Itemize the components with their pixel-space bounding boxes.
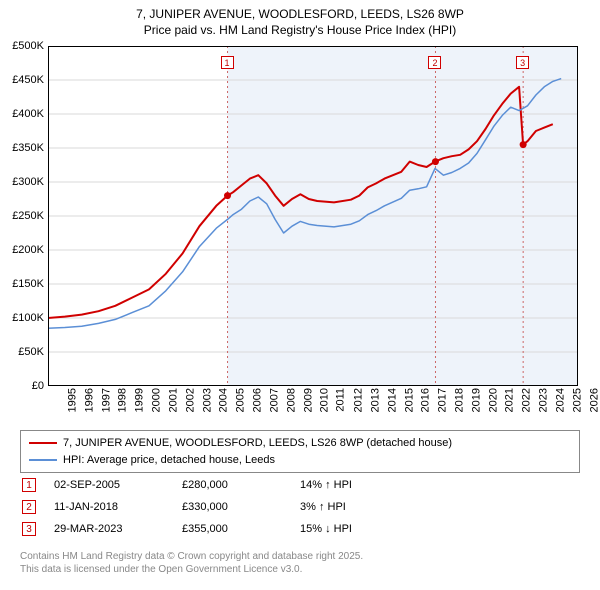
x-tick-label: 2025 — [571, 388, 583, 412]
event-delta: 14% ↑ HPI — [300, 479, 410, 491]
x-tick-label: 2006 — [252, 388, 264, 412]
x-tick-label: 2002 — [184, 388, 196, 412]
events-table: 1 02-SEP-2005 £280,000 14% ↑ HPI 2 11-JAN-201… — [20, 474, 580, 540]
x-tick-label: 2005 — [235, 388, 247, 412]
y-tick-label: £100K — [12, 312, 44, 324]
chart-event-marker: 1 — [221, 56, 234, 69]
x-tick-label: 2026 — [588, 388, 600, 412]
chart-event-marker: 2 — [428, 56, 441, 69]
event-delta: 15% ↓ HPI — [300, 523, 410, 535]
event-row: 3 29-MAR-2023 £355,000 15% ↓ HPI — [20, 518, 580, 540]
title-line-1: 7, JUNIPER AVENUE, WOODLESFORD, LEEDS, L… — [0, 6, 600, 22]
chart-plot-area: £0£50K£100K£150K£200K£250K£300K£350K£400… — [48, 46, 578, 386]
x-tick-label: 1999 — [134, 388, 146, 412]
event-price: £280,000 — [182, 479, 282, 491]
x-tick-label: 2024 — [554, 388, 566, 412]
event-date: 29-MAR-2023 — [54, 523, 164, 535]
x-tick-label: 2008 — [285, 388, 297, 412]
x-tick-label: 2018 — [453, 388, 465, 412]
x-tick-label: 2000 — [151, 388, 163, 412]
legend-row-property: 7, JUNIPER AVENUE, WOODLESFORD, LEEDS, L… — [29, 435, 571, 452]
legend-row-hpi: HPI: Average price, detached house, Leed… — [29, 452, 571, 469]
chart-event-marker: 3 — [516, 56, 529, 69]
y-tick-label: £50K — [18, 346, 44, 358]
x-tick-label: 2010 — [319, 388, 331, 412]
footer-line-1: Contains HM Land Registry data © Crown c… — [20, 550, 363, 563]
y-tick-label: £500K — [12, 40, 44, 52]
event-row: 2 11-JAN-2018 £330,000 3% ↑ HPI — [20, 496, 580, 518]
x-tick-label: 2023 — [538, 388, 550, 412]
x-tick-label: 2011 — [335, 388, 347, 412]
x-tick-label: 2017 — [437, 388, 449, 412]
x-tick-label: 2021 — [504, 388, 516, 412]
x-tick-label: 1997 — [100, 388, 112, 412]
event-date: 02-SEP-2005 — [54, 479, 164, 491]
x-tick-label: 2004 — [218, 388, 230, 412]
footer-text: Contains HM Land Registry data © Crown c… — [20, 550, 363, 576]
event-date: 11-JAN-2018 — [54, 501, 164, 513]
footer-line-2: This data is licensed under the Open Gov… — [20, 563, 363, 576]
event-marker-box: 3 — [22, 522, 36, 536]
y-tick-label: £250K — [12, 210, 44, 222]
event-marker-box: 1 — [22, 478, 36, 492]
y-tick-label: £150K — [12, 278, 44, 290]
y-tick-label: £300K — [12, 176, 44, 188]
legend-label-hpi: HPI: Average price, detached house, Leed… — [63, 452, 275, 469]
event-price: £330,000 — [182, 501, 282, 513]
event-price: £355,000 — [182, 523, 282, 535]
event-marker-box: 2 — [22, 500, 36, 514]
x-tick-label: 2012 — [353, 388, 365, 412]
x-tick-label: 2016 — [420, 388, 432, 412]
x-tick-label: 2022 — [521, 388, 533, 412]
event-delta: 3% ↑ HPI — [300, 501, 410, 513]
x-tick-label: 2015 — [403, 388, 415, 412]
legend-box: 7, JUNIPER AVENUE, WOODLESFORD, LEEDS, L… — [20, 430, 580, 473]
y-tick-label: £200K — [12, 244, 44, 256]
x-tick-label: 2019 — [470, 388, 482, 412]
x-tick-label: 1998 — [117, 388, 129, 412]
event-row: 1 02-SEP-2005 £280,000 14% ↑ HPI — [20, 474, 580, 496]
legend-swatch-property — [29, 442, 57, 444]
y-tick-label: £450K — [12, 74, 44, 86]
y-tick-label: £0 — [32, 380, 44, 392]
legend-swatch-hpi — [29, 459, 57, 461]
x-tick-label: 1996 — [83, 388, 95, 412]
x-tick-label: 2007 — [268, 388, 280, 412]
y-tick-label: £400K — [12, 108, 44, 120]
y-tick-label: £350K — [12, 142, 44, 154]
title-line-2: Price paid vs. HM Land Registry's House … — [0, 22, 600, 38]
x-tick-label: 2009 — [302, 388, 314, 412]
chart-svg — [48, 46, 578, 386]
x-tick-label: 2003 — [201, 388, 213, 412]
chart-container: 7, JUNIPER AVENUE, WOODLESFORD, LEEDS, L… — [0, 0, 600, 590]
title-block: 7, JUNIPER AVENUE, WOODLESFORD, LEEDS, L… — [0, 0, 600, 38]
legend-label-property: 7, JUNIPER AVENUE, WOODLESFORD, LEEDS, L… — [63, 435, 452, 452]
x-tick-label: 1995 — [66, 388, 78, 412]
x-tick-label: 2020 — [487, 388, 499, 412]
x-tick-label: 2014 — [386, 388, 398, 412]
x-tick-label: 2001 — [167, 388, 179, 412]
x-tick-label: 2013 — [369, 388, 381, 412]
